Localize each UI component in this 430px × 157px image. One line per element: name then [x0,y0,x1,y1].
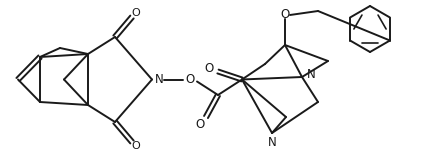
Text: O: O [280,8,290,21]
Text: N: N [307,68,315,81]
Text: O: O [185,73,195,86]
Text: O: O [132,8,140,18]
Text: O: O [204,62,214,75]
Text: N: N [155,73,163,86]
Text: N: N [267,135,276,149]
Text: O: O [195,117,205,130]
Text: O: O [132,141,140,151]
